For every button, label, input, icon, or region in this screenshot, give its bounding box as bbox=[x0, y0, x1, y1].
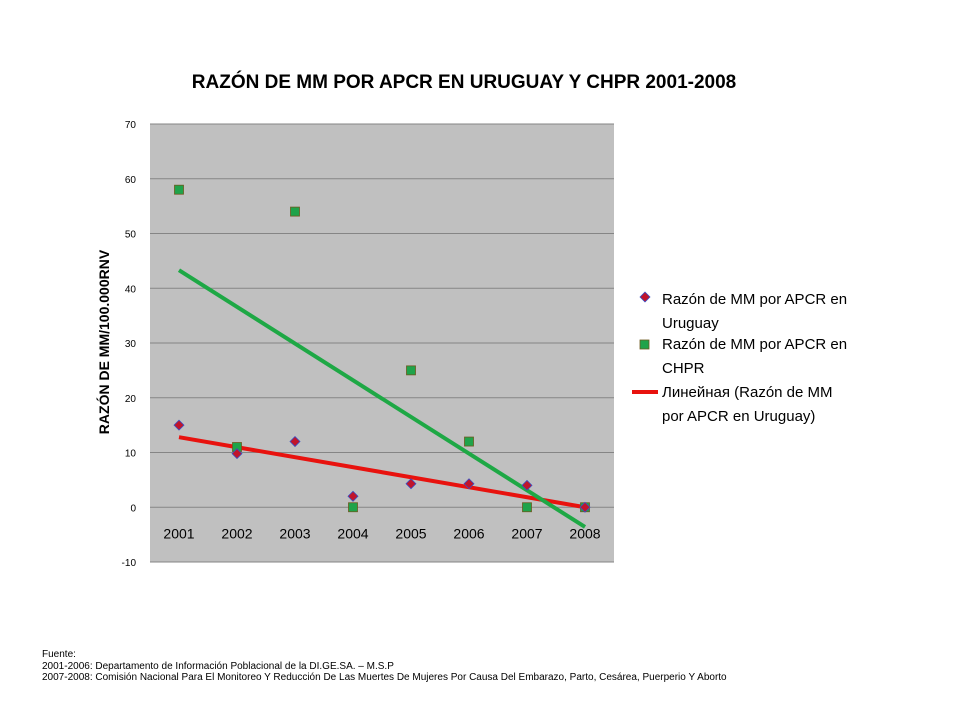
y-axis-ticks: 70 60 50 40 30 20 10 0 -10 bbox=[122, 120, 137, 569]
chart-title: RAZÓN DE MM POR APCR EN URUGUAY Y CHPR 2… bbox=[192, 71, 736, 93]
source-line: 2001-2006: Departamento de Información P… bbox=[42, 660, 394, 672]
x-tick-label: 2007 bbox=[511, 525, 542, 541]
x-tick-label: 2004 bbox=[337, 525, 368, 541]
x-tick-label: 2006 bbox=[453, 525, 484, 541]
legend-label-trend-line1: Линейная (Razón de MM bbox=[662, 384, 833, 401]
uruguay-point bbox=[289, 436, 301, 448]
y-tick-label: 0 bbox=[130, 503, 136, 514]
trendline-chpr bbox=[177, 268, 587, 529]
diamond-marker-icon bbox=[639, 291, 651, 303]
chpr-point bbox=[406, 365, 416, 376]
legend-label-uruguay-line1: Razón de MM por APCR en bbox=[662, 291, 847, 308]
legend-label-chpr-line2: CHPR bbox=[662, 360, 705, 377]
source-line: 2007-2008: Comisión Nacional Para El Mon… bbox=[42, 672, 727, 683]
uruguay-point bbox=[463, 478, 475, 490]
y-tick-label: 60 bbox=[125, 175, 137, 186]
y-axis-label: RAZÓN DE MM/100.000RNV bbox=[95, 249, 112, 434]
x-axis-ticks: 2001 2002 2003 2004 2005 2006 2007 2008 bbox=[163, 525, 600, 541]
chpr-point bbox=[522, 502, 532, 513]
trendlines bbox=[177, 268, 587, 529]
square-marker-icon bbox=[639, 339, 650, 350]
legend-label-trend-line2: por APCR en Uruguay) bbox=[662, 408, 815, 425]
legend-item-uruguay: Razón de MM por APCR en Uruguay bbox=[639, 291, 847, 332]
x-tick-label: 2001 bbox=[163, 525, 194, 541]
y-tick-label: 10 bbox=[125, 449, 137, 460]
y-tick-label: 50 bbox=[125, 230, 137, 241]
chpr-point bbox=[174, 184, 184, 195]
chpr-point bbox=[348, 502, 358, 513]
uruguay-point bbox=[231, 448, 243, 460]
y-tick-label: 30 bbox=[125, 339, 137, 350]
chpr-point bbox=[290, 206, 300, 217]
x-tick-label: 2008 bbox=[569, 525, 600, 541]
x-tick-label: 2005 bbox=[395, 525, 426, 541]
trendline-uruguay bbox=[178, 435, 586, 510]
data-series bbox=[173, 184, 591, 513]
legend-label-chpr-line1: Razón de MM por APCR en bbox=[662, 336, 847, 353]
y-tick-label: 40 bbox=[125, 284, 137, 295]
x-tick-label: 2003 bbox=[279, 525, 310, 541]
uruguay-point bbox=[173, 419, 185, 431]
y-tick-label: 20 bbox=[125, 394, 137, 405]
legend-item-trendline: Линейная (Razón de MM por APCR en Urugua… bbox=[632, 384, 833, 425]
uruguay-point bbox=[579, 501, 591, 513]
legend: Razón de MM por APCR en Uruguay Razón de… bbox=[632, 291, 847, 425]
source-line: Fuente: bbox=[42, 649, 76, 660]
y-tick-label: 70 bbox=[125, 120, 137, 131]
uruguay-point bbox=[405, 478, 417, 490]
uruguay-point bbox=[347, 490, 359, 502]
legend-item-chpr: Razón de MM por APCR en CHPR bbox=[639, 336, 847, 377]
y-tick-label: -10 bbox=[122, 558, 137, 569]
legend-label-uruguay-line2: Uruguay bbox=[662, 315, 719, 332]
x-tick-label: 2002 bbox=[221, 525, 252, 541]
chpr-point bbox=[464, 436, 474, 447]
source-note: Fuente: 2001-2006: Departamento de Infor… bbox=[42, 649, 727, 684]
uruguay-point bbox=[521, 479, 533, 491]
